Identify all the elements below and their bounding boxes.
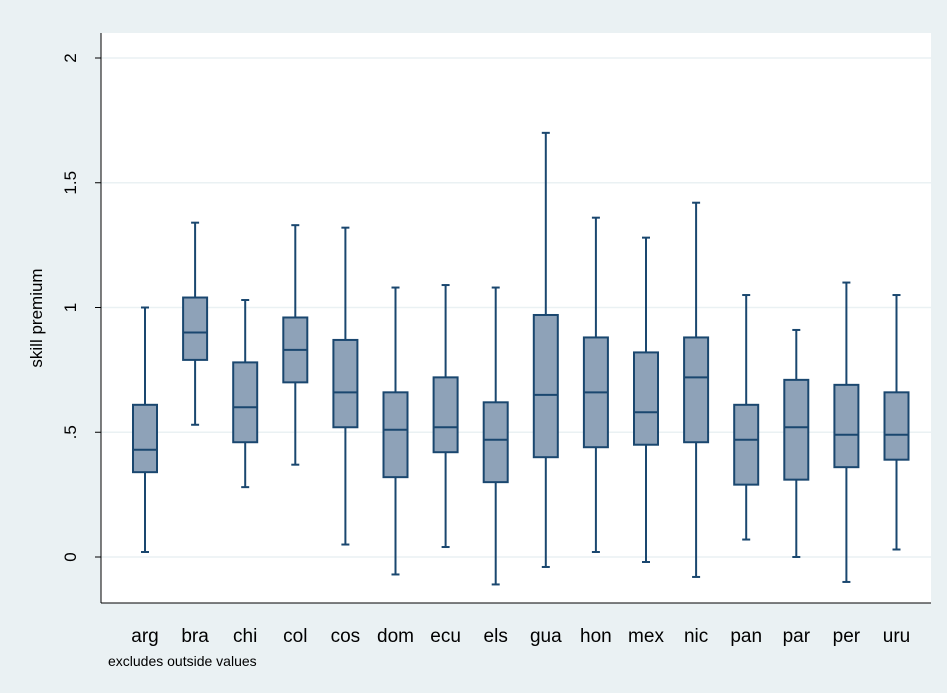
x-tick-label-ecu: ecu [430,626,461,647]
x-tick-label-nic: nic [684,626,708,647]
x-tick-label-chi: chi [233,626,257,647]
boxes [132,131,910,586]
y-ticks: 0 .5 1 1.5 2 [61,53,101,562]
y-tick-label-1: .5 [61,425,80,439]
box-nic [683,201,710,578]
iqr-box-gua [532,313,559,459]
iqr-box-arg [132,403,158,474]
y-axis-label: skill premium [27,268,46,367]
x-tick-label-col: col [283,626,307,647]
x-tick-label-hon: hon [580,626,612,647]
iqr-box-cos [332,338,359,429]
y-tick-label-3: 1.5 [61,171,80,195]
box-arg [132,306,158,554]
iqr-box-bra [182,296,209,361]
x-tick-label-uru: uru [883,626,910,647]
box-per [833,281,860,583]
x-tick-label-per: per [833,626,861,647]
iqr-box-nic [683,336,710,444]
box-cos [332,226,359,546]
box-dom [382,286,409,576]
x-tick-label-mex: mex [628,626,664,647]
box-uru [883,294,910,551]
box-hon [582,216,609,554]
x-tick-label-bra: bra [181,626,209,647]
plot-area [101,33,931,603]
box-chi [232,299,259,489]
iqr-box-uru [883,391,910,461]
box-els [482,286,509,586]
box-bra [182,221,209,426]
x-tick-label-gua: gua [530,626,562,647]
x-tick-labels: arg bra chi col cos dom ecu els gua hon mex nic pan p… [131,626,910,647]
iqr-box-ecu [432,376,459,454]
x-tick-label-els: els [484,626,508,647]
x-tick-label-arg: arg [131,626,158,647]
iqr-box-mex [633,351,659,446]
iqr-box-dom [382,391,409,479]
box-pan [733,294,760,541]
box-gua [532,131,559,568]
y-tick-label-2: 1 [61,303,80,312]
y-tick-label-0: 0 [61,552,80,561]
box-col [282,224,309,466]
x-tick-label-dom: dom [377,626,414,647]
box-ecu [432,284,459,549]
y-tick-label-4: 2 [61,53,80,62]
iqr-box-chi [232,361,259,444]
iqr-box-par [783,378,810,481]
box-par [783,328,810,558]
x-tick-label-cos: cos [331,626,361,647]
chart-note: excludes outside values [108,653,257,669]
box-mex [633,236,659,563]
iqr-box-per [833,383,860,469]
iqr-box-els [482,401,509,484]
x-tick-label-par: par [783,626,811,647]
iqr-box-pan [733,403,760,486]
x-tick-label-pan: pan [730,626,762,647]
